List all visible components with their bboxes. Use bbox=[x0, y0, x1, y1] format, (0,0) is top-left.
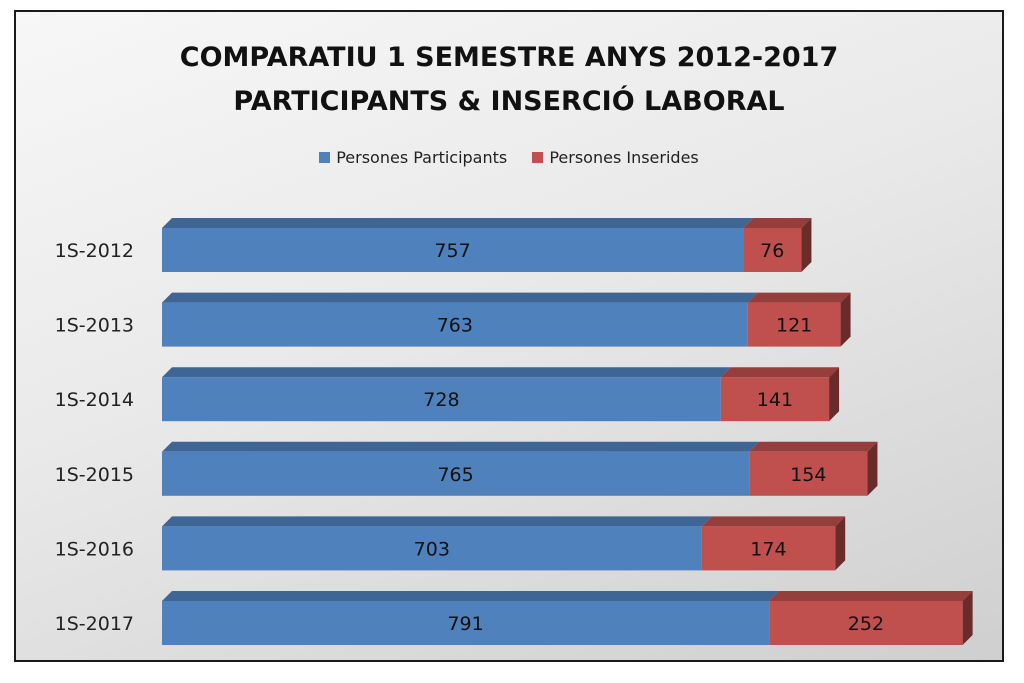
data-label-participants: 791 bbox=[447, 613, 483, 635]
bar-side-inserides bbox=[835, 516, 846, 571]
bar-inserides bbox=[743, 228, 802, 272]
bar-top-inserides bbox=[749, 441, 878, 452]
bar-participants bbox=[162, 302, 748, 347]
category-label: 1S-2015 bbox=[55, 464, 134, 486]
bar-participants bbox=[162, 228, 744, 272]
data-label-participants: 765 bbox=[437, 464, 473, 486]
bar-participants bbox=[162, 526, 702, 571]
chart-title-line: COMPARATIU 1 SEMESTRE ANYS 2012-2017 bbox=[179, 42, 839, 73]
bar-top-participants bbox=[162, 516, 712, 527]
data-label-participants: 763 bbox=[437, 315, 473, 337]
chart-subtitle-line: PARTICIPANTS & INSERCIÓ LABORAL bbox=[233, 86, 785, 117]
bar-side-inserides bbox=[840, 292, 851, 347]
plot-area: 1S-2012 757 76 1S-2013 763 121 1S-2014 728 141 1S… bbox=[55, 218, 973, 645]
category-label: 1S-2014 bbox=[55, 389, 134, 411]
legend-item-participants: Persones Participants bbox=[319, 148, 507, 167]
data-label-participants: 757 bbox=[434, 240, 470, 262]
bar-inserides bbox=[749, 451, 868, 496]
bar-top-inserides bbox=[769, 591, 973, 601]
bar-top-participants bbox=[162, 218, 754, 228]
data-label-inserides: 121 bbox=[776, 315, 812, 337]
category-label: 1S-2012 bbox=[55, 240, 134, 262]
legend-swatch-participants bbox=[319, 152, 331, 163]
bar-top-inserides bbox=[743, 218, 812, 228]
bar-participants bbox=[162, 377, 721, 422]
bar-side-inserides bbox=[829, 367, 840, 422]
category-label: 1S-2017 bbox=[55, 613, 134, 635]
legend-label-inserides: Persones Inserides bbox=[549, 148, 699, 167]
chart-title: COMPARATIU 1 SEMESTRE ANYS 2012-2017 PAR… bbox=[16, 36, 1002, 124]
data-label-inserides: 154 bbox=[790, 464, 826, 486]
legend-item-inserides: Persones Inserides bbox=[532, 148, 699, 167]
bar-top-participants bbox=[162, 591, 780, 601]
bar-top-inserides bbox=[747, 292, 851, 303]
bar-side-inserides bbox=[867, 441, 878, 496]
data-label-inserides: 174 bbox=[750, 538, 786, 560]
bar-participants bbox=[162, 601, 770, 645]
chart-frame: COMPARATIU 1 SEMESTRE ANYS 2012-2017 PAR… bbox=[14, 10, 1004, 662]
bar-top-inserides bbox=[701, 516, 846, 527]
bar-side-inserides bbox=[962, 591, 973, 645]
bar-top-participants bbox=[162, 292, 758, 303]
bar-top-participants bbox=[162, 441, 760, 452]
data-label-participants: 703 bbox=[414, 538, 450, 560]
data-label-inserides: 252 bbox=[848, 613, 884, 635]
bar-participants bbox=[162, 451, 750, 496]
bar-inserides bbox=[769, 601, 963, 645]
data-label-inserides: 76 bbox=[760, 240, 784, 262]
bar-side-inserides bbox=[801, 218, 812, 272]
legend-swatch-inserides bbox=[532, 152, 544, 163]
bar-top-inserides bbox=[720, 367, 840, 378]
bar-inserides bbox=[720, 377, 830, 422]
bar-top-participants bbox=[162, 367, 731, 378]
bar-inserides bbox=[747, 302, 841, 347]
category-label: 1S-2016 bbox=[55, 538, 134, 560]
category-label: 1S-2013 bbox=[55, 315, 134, 337]
data-label-participants: 728 bbox=[423, 389, 459, 411]
data-label-inserides: 141 bbox=[757, 389, 793, 411]
bar-inserides bbox=[701, 526, 836, 571]
legend: Persones Participants Persones Inserides bbox=[16, 148, 1002, 167]
legend-label-participants: Persones Participants bbox=[336, 148, 508, 167]
